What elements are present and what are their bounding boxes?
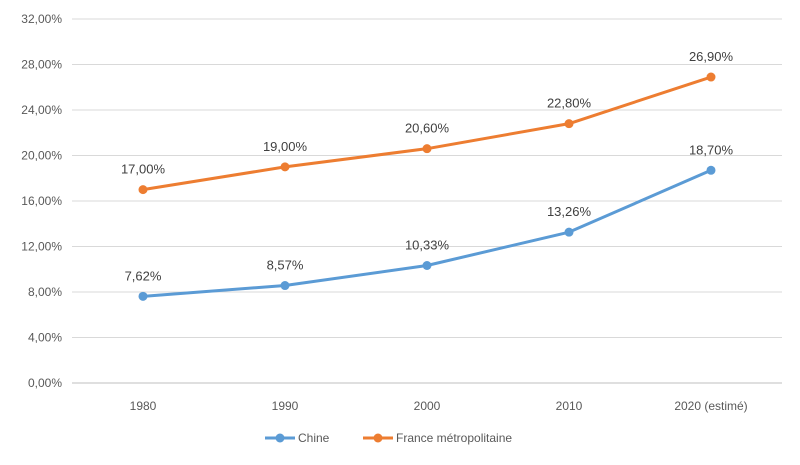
y-tick-label: 20,00% <box>21 149 62 163</box>
data-point <box>706 72 716 82</box>
legend-item-2: France métropolitaine <box>363 431 512 445</box>
data-label: 26,90% <box>689 49 734 64</box>
x-tick-label: 1990 <box>272 399 299 413</box>
y-tick-label: 12,00% <box>21 240 62 254</box>
legend-swatch-marker <box>373 433 383 443</box>
data-point <box>706 165 716 175</box>
x-axis-ticks: 1980 1990 2000 2010 2020 (estimé) <box>130 399 748 413</box>
legend: Chine France métropolitaine <box>265 431 512 445</box>
data-point <box>564 227 574 237</box>
legend-swatch-marker <box>275 433 285 443</box>
y-tick-label: 32,00% <box>21 12 62 26</box>
y-tick-label: 8,00% <box>28 285 62 299</box>
y-tick-label: 4,00% <box>28 331 62 345</box>
x-tick-label: 2000 <box>414 399 441 413</box>
x-tick-label: 2010 <box>556 399 583 413</box>
data-point <box>280 281 290 291</box>
y-tick-label: 0,00% <box>28 376 62 390</box>
legend-label: France métropolitaine <box>396 431 512 445</box>
data-labels: 7,62% 8,57% 10,33% 13,26% 18,70% 17,00% 19,00%… <box>121 49 734 283</box>
data-label: 19,00% <box>263 139 308 154</box>
y-tick-label: 28,00% <box>21 58 62 72</box>
data-point <box>422 260 432 270</box>
data-point <box>422 144 432 154</box>
data-label: 22,80% <box>547 96 592 111</box>
data-point <box>280 162 290 172</box>
data-label: 7,62% <box>125 268 162 283</box>
x-tick-label: 2020 (estimé) <box>674 399 747 413</box>
y-axis-ticks: 0,00% 4,00% 8,00% 12,00% 16,00% 20,00% 24,00% 2… <box>21 12 62 390</box>
data-point <box>138 185 148 195</box>
data-label: 10,33% <box>405 237 450 252</box>
gridlines <box>72 18 782 384</box>
legend-item-1: Chine <box>265 431 330 445</box>
data-point <box>138 291 148 301</box>
data-point <box>564 119 574 129</box>
legend-label: Chine <box>298 431 330 445</box>
data-label: 18,70% <box>689 142 734 157</box>
data-label: 8,57% <box>267 258 304 273</box>
y-tick-label: 24,00% <box>21 103 62 117</box>
series-line-1 <box>141 168 713 298</box>
data-label: 17,00% <box>121 162 166 177</box>
x-tick-label: 1980 <box>130 399 157 413</box>
data-label: 13,26% <box>547 204 592 219</box>
data-label: 20,60% <box>405 121 450 136</box>
series-lines <box>138 72 716 301</box>
y-tick-label: 16,00% <box>21 194 62 208</box>
